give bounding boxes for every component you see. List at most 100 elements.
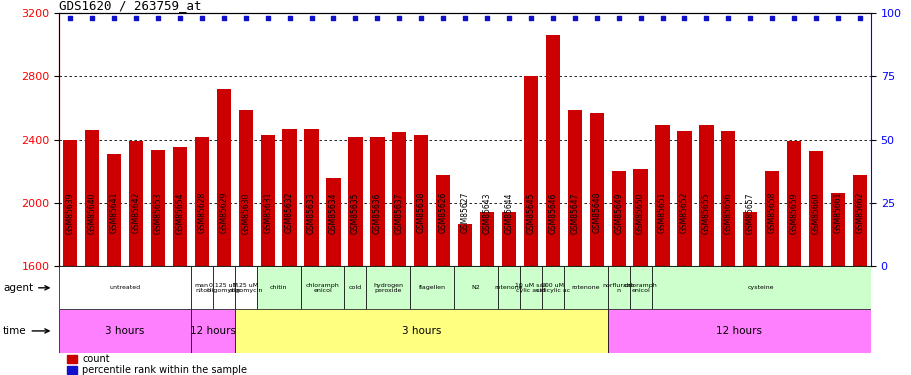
Bar [150,150,165,266]
Bar [852,175,866,266]
Bar [304,129,318,266]
Text: GSM85646: GSM85646 [548,192,557,234]
Text: time: time [3,326,49,336]
Point [852,15,866,21]
Text: GSM85659: GSM85659 [789,192,798,234]
Text: untreated: untreated [109,285,140,290]
Text: GSM85642: GSM85642 [131,192,140,233]
Bar [326,178,340,266]
Point [414,15,428,21]
Point [370,15,384,21]
Bar [59,309,190,352]
Text: chloramph
enicol: chloramph enicol [305,283,339,293]
Point [742,15,757,21]
Text: GDS1620 / 263759_at: GDS1620 / 263759_at [59,0,201,12]
Bar [541,266,563,309]
Text: GSM85632: GSM85632 [285,192,294,233]
Point [304,15,319,21]
Point [501,15,516,21]
Point [85,15,99,21]
Bar [786,141,801,266]
Text: 10 uM sali
cylic acid: 10 uM sali cylic acid [515,283,547,293]
Point [128,15,143,21]
Bar [497,266,519,309]
Point [435,15,450,21]
Text: 0.125 uM
oligomycin: 0.125 uM oligomycin [207,283,241,293]
Text: rotenone: rotenone [571,285,599,290]
Bar [63,140,77,266]
Point [216,15,230,21]
Bar [808,151,823,266]
Text: GSM85651: GSM85651 [658,192,666,233]
Point [261,15,275,21]
Text: GSM85629: GSM85629 [219,192,228,233]
Text: 12 hours: 12 hours [715,326,762,336]
Text: N2: N2 [471,285,480,290]
Point [589,15,603,21]
Point [654,15,669,21]
Bar [107,154,121,266]
Text: 3 hours: 3 hours [401,326,440,336]
Point [632,15,647,21]
Text: 3 hours: 3 hours [106,326,145,336]
Bar [67,355,77,363]
Text: GSM85636: GSM85636 [373,192,382,234]
Point [194,15,209,21]
Text: GSM85640: GSM85640 [87,192,97,234]
Bar [85,130,99,266]
Text: hydrogen
peroxide: hydrogen peroxide [373,283,403,293]
Bar [172,147,187,266]
Point [567,15,581,21]
Bar [721,131,734,266]
Text: GSM85641: GSM85641 [109,192,118,233]
Point [523,15,537,21]
Text: GSM85653: GSM85653 [153,192,162,234]
Bar [282,129,296,266]
Bar [392,132,406,266]
Bar [190,309,234,352]
Text: GSM85662: GSM85662 [855,192,864,233]
Text: GSM85633: GSM85633 [307,192,316,234]
Text: GSM85631: GSM85631 [263,192,271,233]
Point [150,15,165,21]
Bar [699,126,712,266]
Point [282,15,297,21]
Text: GSM85650: GSM85650 [635,192,644,234]
Bar [261,135,274,266]
Text: cysteine: cysteine [747,285,773,290]
Bar [567,110,581,266]
Bar [501,213,516,266]
Text: GSM85648: GSM85648 [591,192,600,233]
Point [479,15,494,21]
Text: GSM85628: GSM85628 [197,192,206,233]
Text: GSM85626: GSM85626 [438,192,447,233]
Point [392,15,406,21]
Text: 1.25 uM
oligomycin: 1.25 uM oligomycin [229,283,262,293]
Text: GSM85645: GSM85645 [526,192,535,234]
Text: count: count [82,354,109,364]
Point [63,15,77,21]
Text: GSM85656: GSM85656 [723,192,732,234]
Text: 12 hours: 12 hours [189,326,236,336]
Bar [589,113,603,266]
Bar [523,76,537,266]
Bar [366,266,410,309]
Point [610,15,625,21]
Text: GSM85649: GSM85649 [613,192,622,234]
Bar [607,309,870,352]
Text: GSM85643: GSM85643 [482,192,491,234]
Bar [217,89,230,266]
Bar [348,137,363,266]
Text: GSM85635: GSM85635 [351,192,360,234]
Bar [435,175,450,266]
Bar [128,141,143,266]
Bar [239,110,252,266]
Bar [301,266,344,309]
Bar [479,213,494,266]
Bar [742,213,757,266]
Text: GSM85644: GSM85644 [504,192,513,234]
Text: GSM85661: GSM85661 [833,192,842,233]
Bar [545,35,559,266]
Bar [234,309,607,352]
Bar [256,266,301,309]
